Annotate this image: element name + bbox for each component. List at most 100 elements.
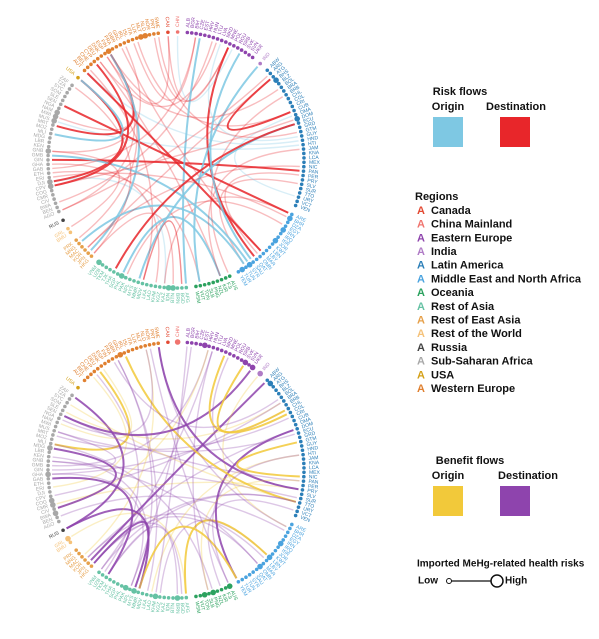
flow-chord [117,359,153,588]
region-marker: A [417,232,425,244]
country-dot [46,153,50,158]
flow-chord [157,347,299,491]
country-dot [156,341,161,346]
country-label: LKA [141,288,149,299]
country-label: VCT [301,510,312,519]
country-dot [61,528,65,533]
health-low: Low [418,576,438,587]
country-dot [110,357,115,361]
country-dot [162,595,167,600]
country-label: ATG [275,375,287,386]
country-dot [294,116,300,122]
country-dot [89,372,93,377]
flow-chord [149,348,229,583]
country-label: SYC [52,82,64,93]
flow-chord [52,460,258,564]
country-label: KNA [309,460,320,467]
region-marker: A [417,260,425,272]
country-label: MMR [131,286,140,300]
country-dot [286,406,291,411]
country-label: FRA [102,35,113,47]
country-dot [240,577,245,582]
country-dot [239,266,246,273]
country-dot [290,522,294,527]
country-dot [207,281,211,286]
country-label: SLB [207,598,215,609]
country-label: LBY [268,252,279,263]
country-dot [207,591,211,596]
country-dot [257,563,263,570]
flow-chord [114,123,296,269]
country-dot [254,257,259,262]
flow-chord [99,61,221,277]
country-label: BTN [170,293,176,304]
country-dot [300,178,305,182]
country-label: DNK [90,42,101,55]
country-dot [279,85,284,90]
flow-chord [90,54,141,251]
country-dot [65,400,69,405]
country-dot [224,40,228,44]
country-label: CRI [296,408,306,417]
country-label: MEX [309,470,321,476]
country-dot [149,283,153,288]
country-dot [242,359,249,366]
country-label: LBN [271,559,282,570]
country-dot [276,545,280,549]
country-label: MEX [309,160,321,166]
country-label: TUR [242,582,253,594]
country-label: LBR [34,448,45,455]
country-dot [103,361,107,366]
country-label: LCA [309,155,319,161]
country-label: NGA [43,410,56,420]
country-dot [96,259,102,266]
country-dot [232,44,236,48]
country-label: POL [234,31,244,43]
country-label: IND [261,51,271,62]
country-label: HKG [79,258,91,270]
country-dot [293,203,298,208]
flow-chord [137,41,291,127]
country-label: BHS [278,68,290,80]
health-high-dot [490,574,504,588]
country-label: ROU [238,342,249,355]
flow-chord [54,371,131,451]
flow-chord [66,396,125,530]
flow-chord [87,429,294,558]
country-dot [80,555,84,559]
country-label: HKG [79,568,91,580]
country-label: AGO [43,521,56,531]
country-dot [198,593,203,598]
country-dot [258,61,262,66]
country-label: GUY [306,440,318,448]
country-label: THA [104,274,114,286]
flow-chord [113,362,279,429]
country-dot [296,195,301,199]
country-dot [95,56,100,61]
flow-chord [54,119,294,187]
flow-chord [163,196,289,284]
country-label: LBY [268,562,279,573]
country-label: SUR [305,497,317,505]
country-dot [50,502,56,508]
country-dot [144,592,149,597]
country-dot [273,548,278,553]
country-label: JPN [76,255,87,266]
flow-chord [210,96,284,273]
country-dot [301,457,306,461]
country-label: DOM [301,111,314,120]
country-dot [58,412,63,417]
country-label: KNA [309,150,320,157]
country-dot [66,226,70,231]
flow-chord [107,493,297,575]
country-label: KWT [274,555,286,567]
country-dot [47,179,53,185]
country-label: ZAF [58,385,69,395]
country-dot [293,112,298,117]
country-dot [83,558,87,562]
country-dot [46,454,51,459]
country-dot [180,286,184,290]
country-label: KAZ [160,602,167,612]
country-dot [118,273,125,279]
country-dot [51,433,55,437]
